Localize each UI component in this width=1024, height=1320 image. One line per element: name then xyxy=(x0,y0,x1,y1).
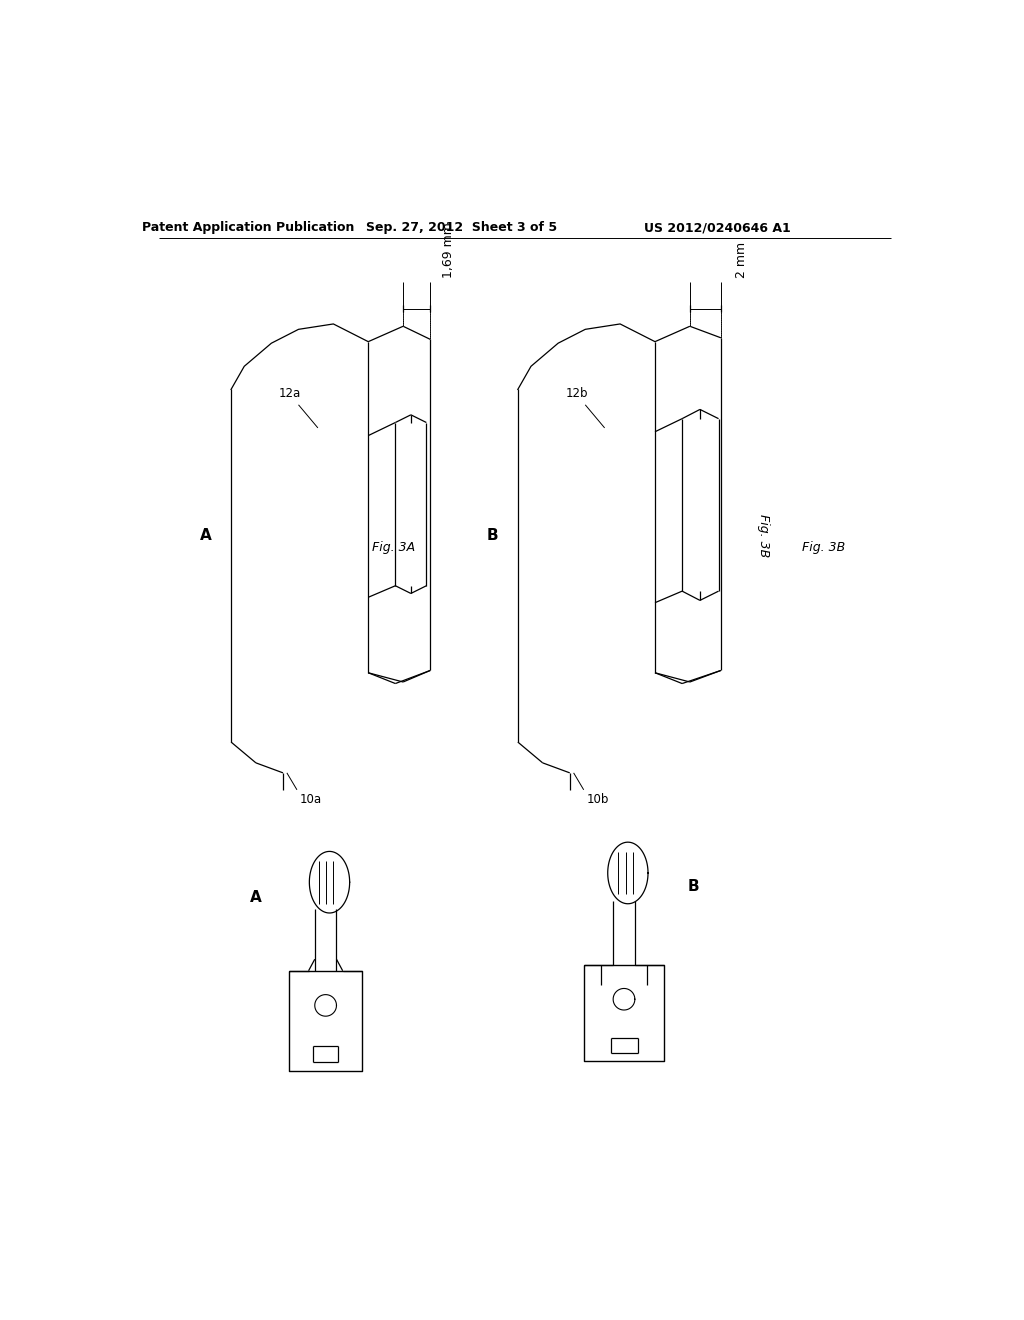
Text: A: A xyxy=(200,528,211,544)
Text: 12b: 12b xyxy=(566,387,589,400)
Text: 10a: 10a xyxy=(300,792,323,805)
Text: B: B xyxy=(486,528,498,544)
Text: A: A xyxy=(250,890,262,906)
Text: 12a: 12a xyxy=(280,387,301,400)
Text: Patent Application Publication: Patent Application Publication xyxy=(142,222,354,234)
Text: 1,69 mm: 1,69 mm xyxy=(442,222,455,277)
Text: US 2012/0240646 A1: US 2012/0240646 A1 xyxy=(644,222,791,234)
Text: Fig. 3A: Fig. 3A xyxy=(372,541,416,554)
Text: Fig. 3B: Fig. 3B xyxy=(802,541,846,554)
Text: B: B xyxy=(688,879,699,894)
Text: 2 mm: 2 mm xyxy=(735,242,748,277)
Text: Sep. 27, 2012  Sheet 3 of 5: Sep. 27, 2012 Sheet 3 of 5 xyxy=(366,222,557,234)
Text: 10b: 10b xyxy=(587,792,609,805)
Text: Fig. 3B: Fig. 3B xyxy=(757,513,770,557)
